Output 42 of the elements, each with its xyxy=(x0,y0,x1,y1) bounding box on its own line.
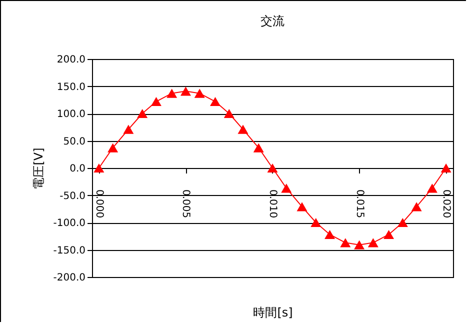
point xyxy=(397,218,408,228)
point xyxy=(340,238,351,248)
point xyxy=(238,124,248,134)
point xyxy=(194,88,205,98)
point xyxy=(384,230,394,240)
point xyxy=(166,88,178,98)
point xyxy=(94,163,104,173)
y-tick-label: -200.0 xyxy=(53,272,86,284)
chart-title: 交流 xyxy=(260,14,284,28)
x-tick-label: 0.020 xyxy=(440,190,452,218)
point xyxy=(440,163,452,173)
point xyxy=(210,96,220,106)
point xyxy=(281,184,292,193)
point xyxy=(296,202,308,212)
point xyxy=(224,108,234,118)
y-tick-label: 0.0 xyxy=(70,164,86,174)
x-tick-label: 0.015 xyxy=(354,190,365,218)
y-tick-label: 150.0 xyxy=(56,82,86,93)
point xyxy=(267,163,278,173)
point xyxy=(180,86,191,96)
y-tick-label: 200.0 xyxy=(56,54,86,66)
point xyxy=(108,143,118,152)
point xyxy=(411,202,422,212)
point xyxy=(253,143,264,152)
point xyxy=(426,184,438,193)
y-axis-title: 電圧[V] xyxy=(31,148,46,190)
y-tick-label: -150.0 xyxy=(53,245,86,256)
y-tick-label: 50.0 xyxy=(63,136,86,148)
x-tick-label: 0.000 xyxy=(93,190,104,218)
point xyxy=(123,124,134,134)
y-tick-label: -50.0 xyxy=(60,190,86,202)
point xyxy=(368,238,378,248)
point xyxy=(354,240,365,250)
x-tick-label: 0.010 xyxy=(267,190,278,218)
point xyxy=(324,230,336,240)
point xyxy=(150,96,162,106)
point xyxy=(137,108,148,118)
x-tick-label: 0.005 xyxy=(180,190,192,218)
y-tick-label: 100.0 xyxy=(56,109,86,120)
y-tick-label: -100.0 xyxy=(53,218,86,229)
x-axis-title: 時間[s] xyxy=(253,306,293,320)
point xyxy=(310,218,322,228)
